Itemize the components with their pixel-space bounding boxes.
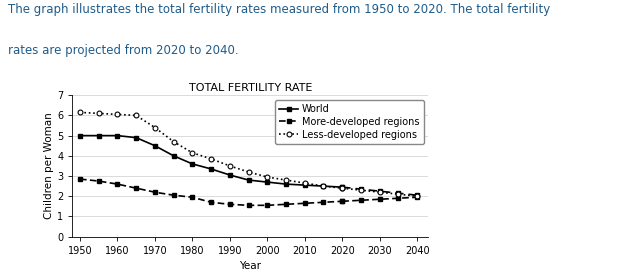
X-axis label: Year: Year	[239, 261, 261, 271]
Title: TOTAL FERTILITY RATE: TOTAL FERTILITY RATE	[189, 83, 312, 93]
Text: The graph illustrates the total fertility rates measured from 1950 to 2020. The : The graph illustrates the total fertilit…	[8, 3, 550, 16]
Y-axis label: Children per Woman: Children per Woman	[44, 113, 54, 219]
Text: rates are projected from 2020 to 2040.: rates are projected from 2020 to 2040.	[8, 44, 238, 57]
Legend: World, More-developed regions, Less-developed regions: World, More-developed regions, Less-deve…	[275, 100, 423, 144]
